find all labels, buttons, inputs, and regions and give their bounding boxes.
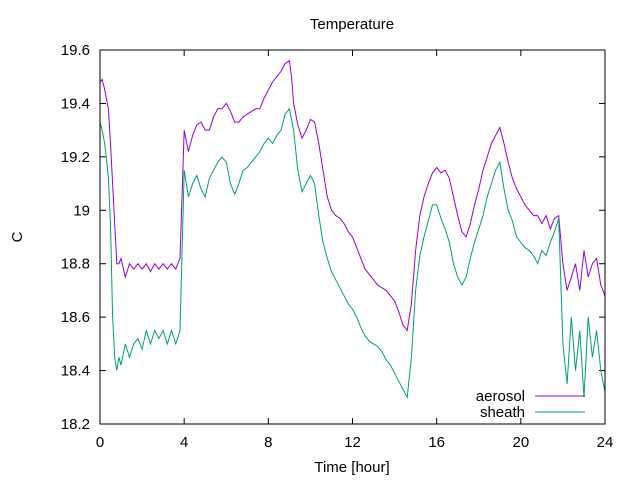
y-tick-label: 18.4 [61,363,90,380]
x-tick-label: 16 [428,434,445,451]
x-tick-label: 12 [344,434,361,451]
x-tick-label: 0 [96,434,104,451]
y-tick-label: 18.2 [61,416,90,433]
legend-label: aerosol [476,388,525,405]
x-tick-label: 8 [264,434,272,451]
legend-label: sheath [480,404,525,421]
series-line-sheath [99,107,606,399]
y-axis-label: C [9,231,26,242]
y-tick-label: 18.8 [61,256,90,273]
y-tick-label: 19.2 [61,149,90,166]
x-axis-label: Time [hour] [314,459,389,476]
y-tick-label: 18.6 [61,309,90,326]
x-tick-label: 24 [597,434,614,451]
x-tick-label: 20 [512,434,529,451]
y-tick-label: 19.6 [61,42,90,59]
plot-area [99,59,606,399]
y-tick-label: 19.4 [61,95,90,112]
plot-frame [99,49,606,425]
series-line-aerosol [99,59,606,332]
y-tick-label: 19 [73,202,90,219]
chart-title: Temperature [310,16,394,33]
x-tick-label: 4 [180,434,188,451]
